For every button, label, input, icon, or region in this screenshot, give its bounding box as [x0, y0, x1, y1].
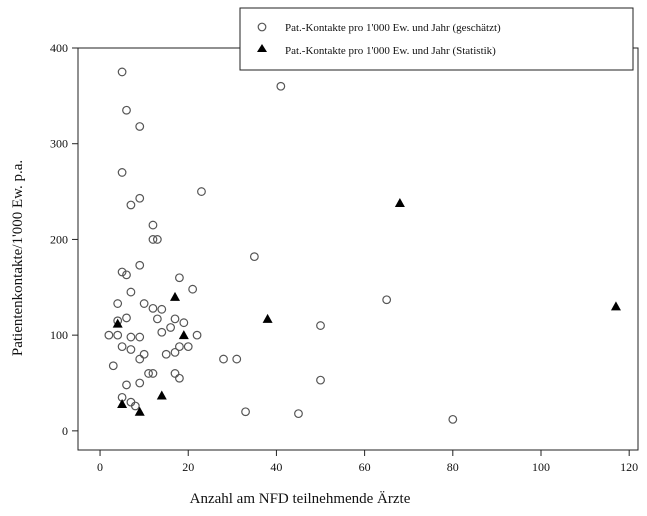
data-point-estimated [135, 354, 145, 364]
legend-marker-statistics [257, 44, 267, 52]
legend: Pat.-Kontakte pro 1'000 Ew. und Jahr (ge… [239, 7, 634, 71]
data-point-estimated [122, 380, 131, 390]
data-point-estimated [148, 303, 158, 313]
data-points [104, 67, 621, 424]
y-tick-label: 200 [50, 232, 68, 246]
data-point-estimated [122, 105, 131, 115]
x-tick-label: 0 [97, 460, 103, 474]
x-axis-ticks: 0 20 40 60 80 100 120 [97, 450, 638, 474]
data-point-estimated [294, 409, 303, 419]
data-point-statistics [156, 390, 167, 400]
y-axis-title: Patientenkontakte/1'000 Ew. p.a. [10, 160, 26, 356]
x-tick-label: 60 [359, 460, 371, 474]
data-point-estimated [382, 295, 392, 305]
data-point-estimated [126, 345, 136, 354]
data-point-estimated [192, 330, 202, 340]
data-point-estimated [276, 81, 286, 91]
data-point-estimated [139, 299, 149, 308]
data-point-estimated [152, 314, 162, 324]
data-point-statistics [112, 318, 123, 328]
data-point-estimated [219, 354, 228, 364]
data-point-estimated [117, 67, 127, 77]
x-tick-label: 120 [620, 460, 638, 474]
data-point-estimated [117, 342, 127, 352]
x-tick-label: 100 [532, 460, 550, 474]
data-point-statistics [262, 313, 273, 323]
data-point-estimated [448, 414, 458, 424]
data-point-estimated [113, 299, 123, 308]
y-tick-label: 300 [50, 137, 68, 151]
data-point-estimated [139, 349, 149, 359]
data-point-estimated [135, 193, 145, 203]
data-point-estimated [126, 200, 136, 210]
x-axis-title: Anzahl am NFD teilnehmende Ärzte [190, 490, 411, 507]
data-point-estimated [179, 318, 189, 328]
data-point-estimated [157, 327, 167, 337]
data-point-estimated [148, 220, 158, 230]
data-point-estimated [170, 347, 180, 357]
data-point-estimated [166, 323, 175, 332]
data-point-estimated [183, 342, 193, 352]
data-point-estimated [175, 273, 184, 283]
data-point-estimated [148, 235, 158, 244]
data-point-estimated [170, 314, 180, 324]
data-point-estimated [175, 373, 184, 383]
data-point-estimated [135, 378, 145, 388]
y-tick-label: 400 [50, 41, 68, 55]
data-point-estimated [126, 332, 136, 342]
data-point-estimated [316, 375, 325, 385]
x-tick-label: 20 [182, 460, 194, 474]
data-point-statistics [610, 301, 621, 311]
data-point-estimated [188, 284, 198, 294]
data-point-estimated [197, 187, 206, 196]
legend-box [239, 7, 634, 71]
data-point-estimated [170, 369, 180, 378]
data-point-statistics [117, 399, 128, 409]
data-point-estimated [152, 235, 162, 244]
data-point-estimated [157, 304, 167, 314]
y-tick-label: 0 [62, 424, 68, 438]
x-tick-label: 80 [447, 460, 459, 474]
data-point-estimated [117, 267, 127, 277]
data-point-estimated [144, 369, 153, 378]
plot-frame [77, 47, 639, 451]
data-point-estimated [135, 332, 145, 342]
data-point-estimated [122, 270, 131, 280]
y-axis-ticks: 0 100 200 300 400 [50, 41, 78, 438]
data-point-estimated [316, 321, 325, 330]
data-point-estimated [122, 313, 131, 323]
data-point-estimated [148, 369, 158, 378]
data-point-estimated [130, 401, 140, 411]
legend-label-statistics: Pat.-Kontakte pro 1'000 Ew. und Jahr (St… [285, 45, 496, 57]
data-point-estimated [117, 168, 127, 177]
data-point-estimated [232, 354, 242, 364]
data-point-estimated [249, 252, 259, 262]
data-point-estimated [135, 260, 145, 270]
legend-marker-estimated [257, 22, 267, 32]
data-point-statistics [178, 330, 189, 340]
data-point-statistics [134, 406, 145, 416]
data-point-estimated [104, 330, 114, 340]
data-point-statistics [170, 291, 181, 301]
y-tick-label: 100 [50, 328, 68, 342]
data-point-statistics [394, 198, 405, 208]
data-point-estimated [175, 342, 184, 352]
data-point-estimated [161, 349, 171, 359]
data-point-estimated [135, 122, 145, 131]
x-tick-label: 40 [270, 460, 282, 474]
data-point-estimated [113, 330, 123, 340]
data-point-estimated [241, 407, 250, 417]
data-point-estimated [126, 287, 136, 297]
data-point-estimated [108, 361, 118, 371]
legend-label-estimated: Pat.-Kontakte pro 1'000 Ew. und Jahr (ge… [285, 22, 501, 34]
